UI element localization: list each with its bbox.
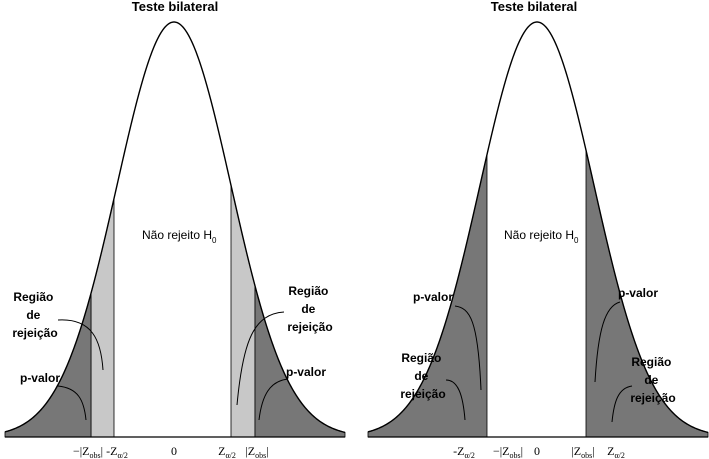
tick-neg-zobs-left: −|Zobs| bbox=[73, 444, 103, 459]
tick-zalpha-left: Zα/2 bbox=[218, 444, 236, 459]
tick-neg-zalpha-left: -Zα/2 bbox=[106, 444, 128, 459]
tick-zero-right: 0 bbox=[534, 444, 540, 458]
right-tail-light-region bbox=[230, 185, 256, 438]
left-pvalue-pointer bbox=[57, 385, 87, 421]
tick-zalpha-right: Zα/2 bbox=[607, 444, 625, 459]
left-tail-dark-region bbox=[4, 293, 92, 438]
left-region-pointer bbox=[445, 379, 466, 421]
tick-zobs-left: |Zobs| bbox=[245, 444, 268, 459]
density-curve-left bbox=[4, 21, 346, 434]
center-label-right: Não rejeito H0 bbox=[504, 228, 579, 245]
right-pvalue-label: p-valor bbox=[286, 365, 326, 379]
left-pvalue-pointer bbox=[454, 305, 482, 391]
right-region-label: Região de rejeição bbox=[630, 355, 675, 405]
left-region-pointer bbox=[57, 319, 104, 371]
tick-neg-zalpha-right: -Zα/2 bbox=[453, 444, 475, 459]
density-curve-right bbox=[367, 21, 709, 434]
left-tail-light-region bbox=[90, 198, 115, 438]
panel-left-title: Teste bilateral bbox=[132, 0, 218, 14]
right-pvalue-pointer bbox=[594, 301, 621, 383]
center-label-left: Não rejeito H0 bbox=[142, 228, 217, 245]
tick-zobs-right: |Zobs| bbox=[571, 444, 594, 459]
right-region-label: Região de rejeição bbox=[287, 284, 332, 334]
panel-left: Teste bilateral Não rejeito H0 Região de… bbox=[4, 0, 346, 459]
right-pvalue-pointer bbox=[258, 378, 289, 421]
right-tail-dark-region bbox=[254, 285, 346, 438]
tick-zero-left: 0 bbox=[171, 444, 177, 458]
panel-right: Teste bilateral Não rejeito H0 p-valor R… bbox=[367, 0, 709, 459]
left-region-label: Região de rejeição bbox=[400, 351, 445, 401]
right-region-pointer bbox=[236, 311, 285, 406]
left-pvalue-label: p-valor bbox=[413, 290, 453, 304]
panel-right-title: Teste bilateral bbox=[491, 0, 577, 14]
left-region-label: Região de rejeição bbox=[12, 290, 57, 340]
right-pvalue-label: p-valor bbox=[618, 286, 658, 300]
tick-neg-zobs-right: −|Zobs| bbox=[493, 444, 523, 459]
right-region-pointer bbox=[611, 385, 633, 423]
left-pvalue-label: p-valor bbox=[20, 371, 60, 385]
